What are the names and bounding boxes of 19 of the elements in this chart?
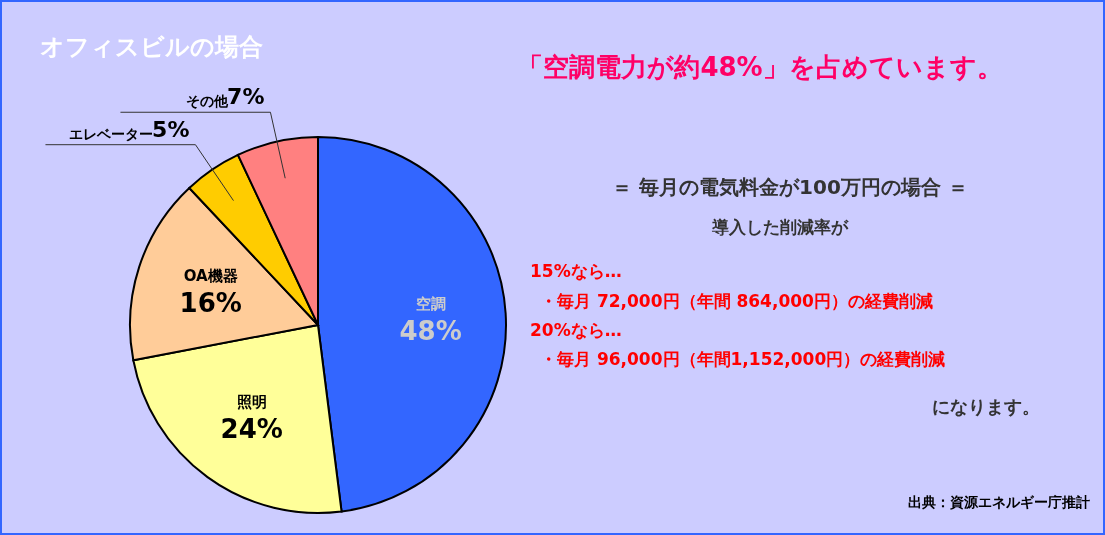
text: ・毎月 96,000円（年間1,152,000円）の経費削減 xyxy=(540,349,946,369)
text: 「空調電力が約48%」を占めています。 xyxy=(517,52,1003,82)
slice-label: エレベーター xyxy=(69,125,154,142)
data-label: 48% xyxy=(399,315,462,346)
text: 20%なら… xyxy=(530,320,622,340)
slice-label: 空調 xyxy=(415,294,446,313)
text: ・毎月 72,000円（年間 864,000円）の経費削減 xyxy=(540,291,933,311)
text: になります。 xyxy=(932,396,1040,417)
source-note: 出典：資源エネルギー庁推計 xyxy=(908,494,1090,510)
data-label: 24% xyxy=(220,414,283,445)
data-label: 7% xyxy=(227,84,265,110)
slice-label: OA機器 xyxy=(183,267,238,286)
data-label: 16% xyxy=(179,288,242,319)
data-label: 5% xyxy=(152,116,190,142)
text: 15%なら… xyxy=(530,261,622,281)
slice-label: その他 xyxy=(186,93,230,110)
text: ＝ 毎月の電気料金が100万円の場合 ＝ xyxy=(612,175,968,199)
slice-label: 照明 xyxy=(236,393,267,412)
text: 導入した削減率が xyxy=(711,217,849,237)
